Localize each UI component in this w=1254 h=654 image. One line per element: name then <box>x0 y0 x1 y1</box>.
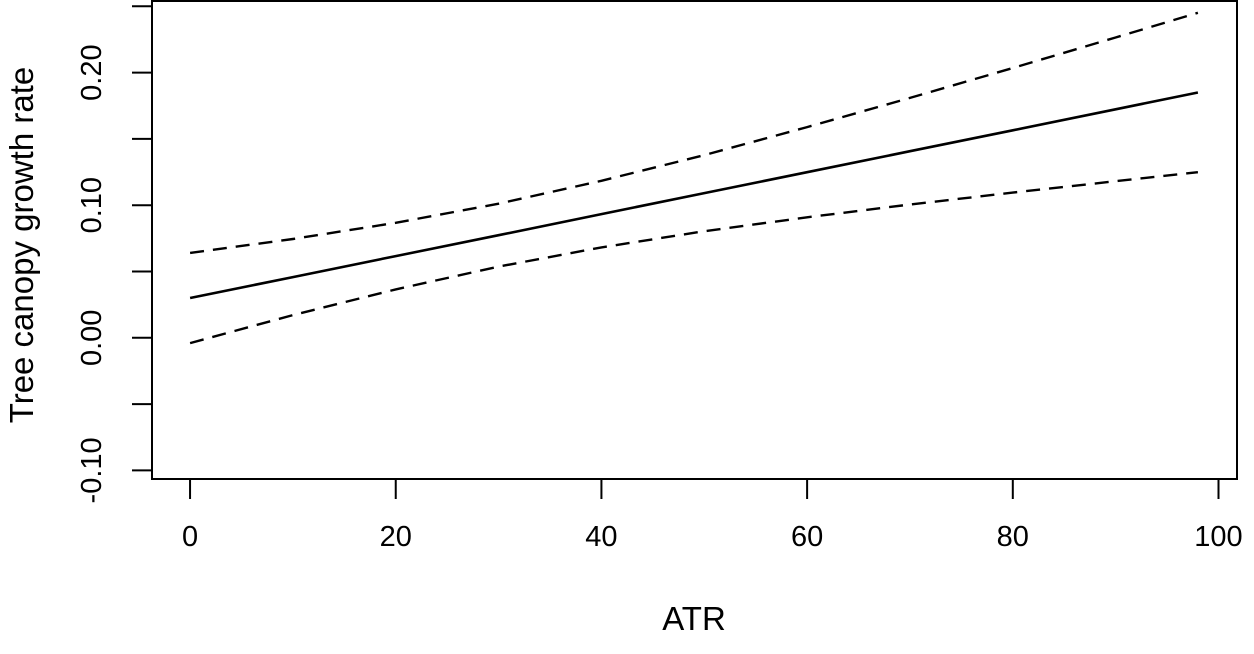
lower-confidence-band-line <box>189 171 1199 345</box>
y-tick-label: -0.10 <box>76 437 108 503</box>
y-tick-label: 0.00 <box>76 310 108 366</box>
fitted-line-line <box>189 91 1199 300</box>
y-tick-label: 0.20 <box>76 44 108 100</box>
y-tick-label: 0.10 <box>76 177 108 233</box>
x-tick-label: 20 <box>380 521 412 553</box>
y-axis-title: Tree canopy growth rate <box>3 67 40 423</box>
x-tick-label: 80 <box>997 521 1029 553</box>
x-tick-label: 40 <box>585 521 617 553</box>
upper-confidence-band-line <box>189 11 1199 255</box>
x-tick-label: 0 <box>182 521 198 553</box>
axes-layer: 0 20 40 60 80 100 -0.10 0.00 0.10 0.20 <box>76 0 1243 553</box>
x-tick-label: 60 <box>791 521 823 553</box>
x-tick-label: 100 <box>1194 521 1242 553</box>
plot-box <box>151 0 1238 480</box>
series-layer <box>189 11 1199 345</box>
x-axis-title: ATR <box>662 600 726 637</box>
